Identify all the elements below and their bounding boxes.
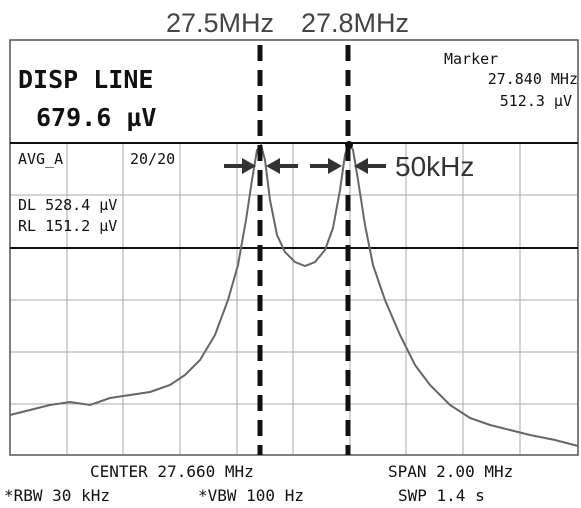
mode: DISP LINE: [18, 65, 153, 94]
graticule: [10, 143, 578, 455]
center: CENTER 27.660 MHz: [90, 462, 254, 481]
swp: SWP 1.4 s: [398, 486, 485, 505]
annotation: 50kHz: [395, 151, 474, 182]
disp-value: 679.6 µV: [36, 103, 156, 132]
trace: [9, 140, 579, 447]
avg-count: 20/20: [130, 150, 175, 168]
annotation: 27.8MHz: [301, 8, 409, 38]
vbw: *VBW 100 Hz: [198, 486, 304, 505]
span: SPAN 2.00 MHz: [388, 462, 513, 481]
arrows: [224, 158, 386, 174]
avg-label: AVG_A: [18, 150, 63, 168]
marker-level: 512.3 µV: [500, 92, 572, 110]
rbw: *RBW 30 kHz: [4, 486, 110, 505]
marker-label: Marker: [444, 50, 498, 68]
marker-freq: 27.840 MHz: [488, 70, 578, 88]
rl: RL 151.2 µV: [18, 217, 117, 235]
annotation: 27.5MHz: [166, 8, 274, 38]
dl: DL 528.4 µV: [18, 196, 117, 214]
